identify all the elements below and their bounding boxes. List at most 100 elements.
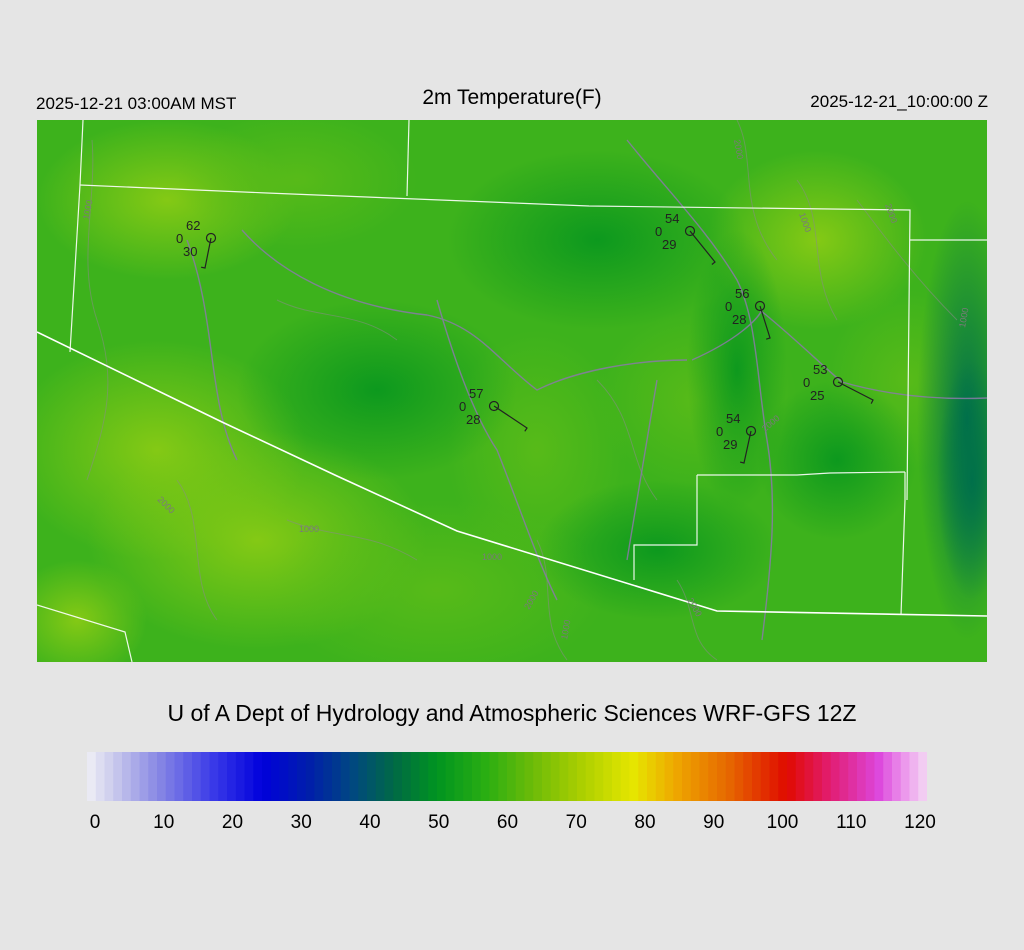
wind-barb: [200, 237, 212, 269]
station-circle: [205, 232, 217, 244]
colorbar-cell: [892, 752, 902, 801]
temperature-colorbar: [87, 752, 927, 801]
colorbar-cell: [769, 752, 779, 801]
station-cloud-cover: 0: [655, 224, 662, 239]
colorbar-cell: [122, 752, 132, 801]
colorbar-cell: [183, 752, 193, 801]
station-cloud-cover: 0: [803, 375, 810, 390]
colorbar-cell: [148, 752, 158, 801]
station-circle: [754, 300, 766, 312]
colorbar-cell: [865, 752, 876, 801]
colorbar-cell: [235, 752, 246, 801]
colorbar-cell: [323, 752, 333, 801]
colorbar-cell: [848, 752, 858, 801]
colorbar-cell: [778, 752, 788, 801]
colorbar-cell: [883, 752, 893, 801]
colorbar-cell: [305, 752, 316, 801]
colorbar-cell: [752, 752, 762, 801]
station-circle: [745, 425, 757, 437]
colorbar-cell: [909, 752, 919, 801]
temperature-field: [37, 120, 987, 662]
colorbar-cell: [568, 752, 578, 801]
colorbar-tick-label: 30: [290, 812, 312, 833]
colorbar-cell: [857, 752, 867, 801]
colorbar-cell: [725, 752, 736, 801]
colorbar-cell: [480, 752, 491, 801]
terrain-contours: [86, 120, 958, 661]
colorbar-cell: [174, 752, 184, 801]
colorbar-cell: [682, 752, 692, 801]
colorbar-cell: [620, 752, 631, 801]
colorbar-cell: [804, 752, 814, 801]
station-cloud-cover: 0: [716, 424, 723, 439]
colorbar-cell: [585, 752, 596, 801]
colorbar-cell: [813, 752, 823, 801]
station-dewpoint: 30: [183, 244, 197, 259]
colorbar-cell: [367, 752, 377, 801]
station-dewpoint: 29: [723, 437, 737, 452]
colorbar-cell: [647, 752, 657, 801]
colorbar-cell: [629, 752, 639, 801]
colorbar-cell: [227, 752, 237, 801]
colorbar-cell: [515, 752, 526, 801]
station-circle: [832, 376, 844, 388]
colorbar-cell: [743, 752, 753, 801]
colorbar-cell: [655, 752, 666, 801]
map-title: 2m Temperature(F): [422, 86, 602, 109]
station-temperature: 62: [186, 218, 200, 233]
colorbar-cell: [157, 752, 167, 801]
valid-time-utc: 2025-12-21_10:00:00 Z: [810, 92, 988, 111]
colorbar-tick-label: 20: [221, 812, 244, 833]
contour-label: 1000: [482, 552, 502, 562]
colorbar-cell: [253, 752, 263, 801]
colorbar-cell: [130, 752, 141, 801]
station-cloud-cover: 0: [176, 231, 183, 246]
colorbar-cell: [472, 752, 482, 801]
colorbar-cell: [760, 752, 771, 801]
colorbar-cell: [839, 752, 849, 801]
contour-label: 1000: [299, 524, 319, 534]
colorbar-cell: [463, 752, 473, 801]
colorbar-cell: [262, 752, 272, 801]
colorbar-cell: [139, 752, 149, 801]
station-circle: [684, 225, 696, 237]
colorbar-tick-label: 40: [359, 812, 381, 833]
valid-time-local: 2025-12-21 03:00AM MST: [36, 94, 237, 113]
wind-barb: [759, 305, 771, 340]
colorbar-tick-label: 60: [496, 812, 519, 833]
colorbar-cell: [577, 752, 587, 801]
contour-label: 2000: [732, 139, 745, 160]
colorbar-cell: [428, 752, 438, 801]
colorbar-cell: [559, 752, 569, 801]
colorbar-cell: [717, 752, 727, 801]
colorbar-cell: [87, 752, 97, 801]
contour-label: 1000: [957, 307, 970, 328]
colorbar-cell: [340, 752, 351, 801]
colorbar-cell: [594, 752, 604, 801]
colorbar-cell: [402, 752, 412, 801]
colorbar-tick-label: 80: [634, 812, 656, 833]
colorbar-cell: [874, 752, 884, 801]
colorbar-cell: [393, 752, 403, 801]
contour-label: 1000: [81, 199, 94, 220]
colorbar-tick-label: 0: [89, 812, 101, 833]
colorbar-cell: [603, 752, 613, 801]
border-line: [37, 331, 987, 617]
colorbar-cell: [192, 752, 202, 801]
colorbar-cell: [454, 752, 464, 801]
colorbar-tick-label: 10: [153, 812, 175, 833]
colorbar-cell: [900, 752, 911, 801]
colorbar-cell: [638, 752, 648, 801]
colorbar-tick-label: 90: [703, 812, 725, 833]
station-dewpoint: 28: [732, 312, 746, 327]
boundaries: [37, 120, 987, 662]
colorbar-cell: [384, 752, 394, 801]
colorbar-cell: [822, 752, 832, 801]
station-temperature: 54: [665, 211, 679, 226]
colorbar-tick-labels: 0 10 20 30 40 50 60 70 80 90 100 110 120: [0, 812, 1024, 842]
colorbar-cell: [200, 752, 211, 801]
colorbar-cell: [297, 752, 307, 801]
